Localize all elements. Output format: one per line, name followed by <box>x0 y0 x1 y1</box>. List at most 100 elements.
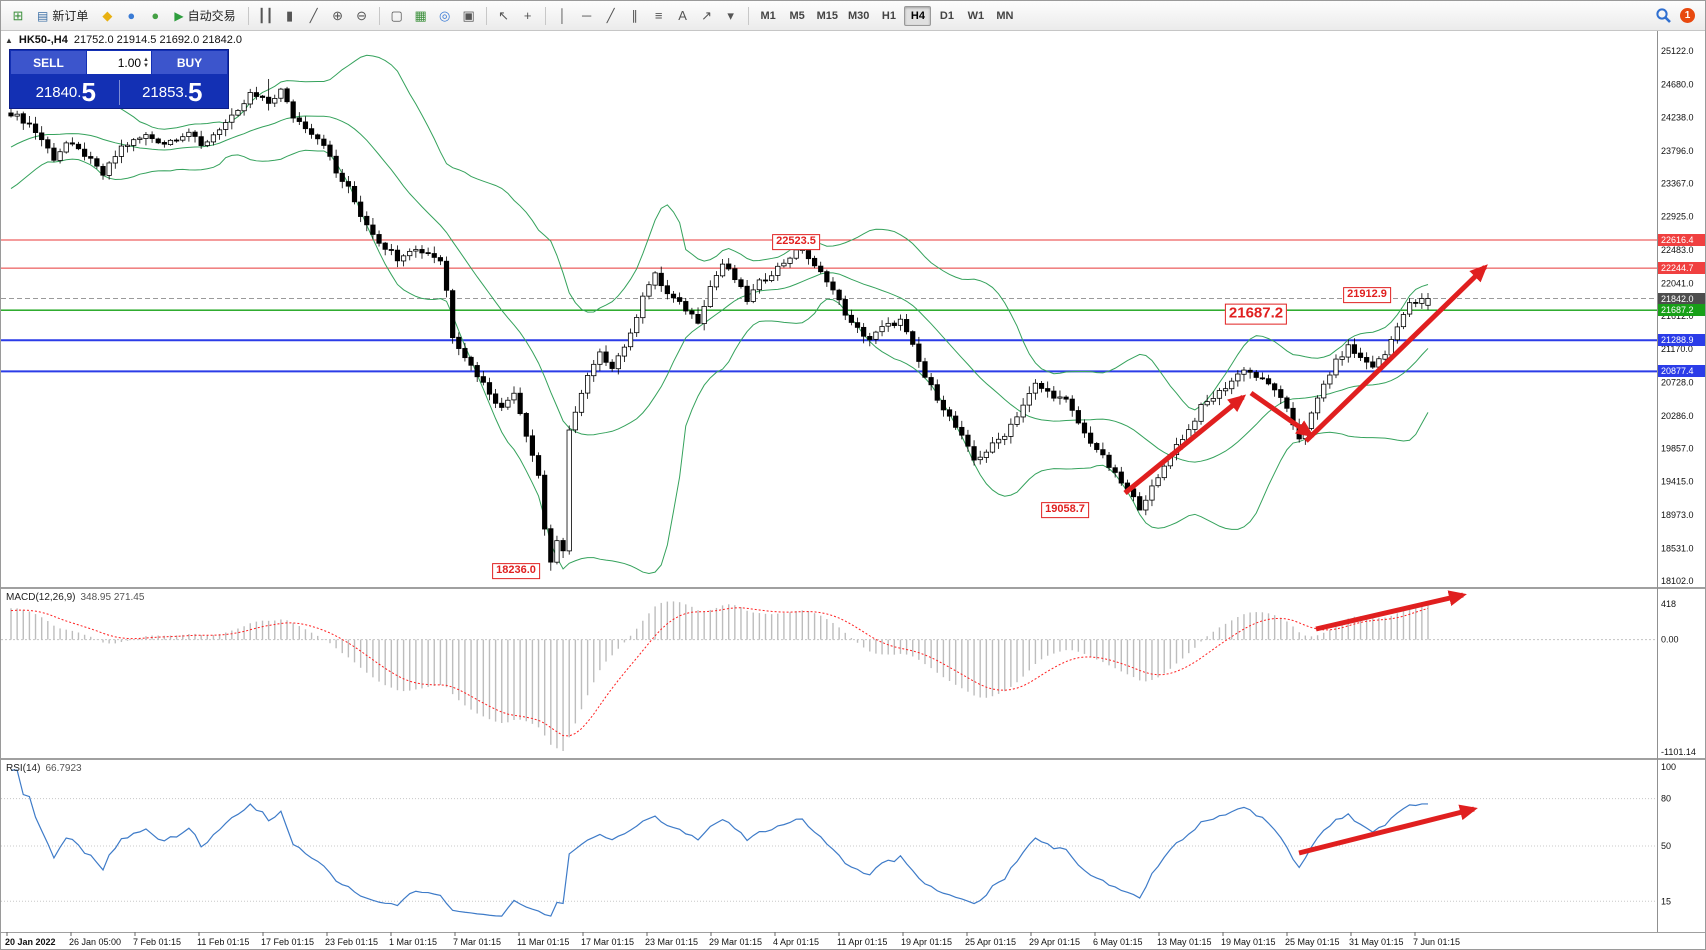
timeframe-m15[interactable]: M15 <box>816 9 839 22</box>
trend-arrow[interactable] <box>1304 264 1488 443</box>
timeframe-m5[interactable]: M5 <box>789 9 805 22</box>
volume-input[interactable] <box>97 55 142 70</box>
community-icon[interactable]: ● <box>144 5 166 27</box>
text-icon[interactable]: A <box>672 5 694 27</box>
vertical-line-icon[interactable]: │ <box>552 5 574 27</box>
bar-chart-type-icon: ┃┃ <box>257 7 274 23</box>
svg-text:17 Mar 01:15: 17 Mar 01:15 <box>581 937 634 947</box>
sell-price-main: 21840. <box>35 84 82 101</box>
timeframe-h4[interactable]: H4 <box>904 5 932 26</box>
price-annotation[interactable]: 21912.9 <box>1343 287 1391 303</box>
price-tag: 20877.4 <box>1658 365 1705 378</box>
vertical-line-icon: │ <box>558 8 567 23</box>
community-icon: ● <box>151 8 160 23</box>
text-icon: A <box>678 8 687 23</box>
buy-price[interactable]: 21853. 5 <box>118 77 226 107</box>
svg-text:24238.0: 24238.0 <box>1661 113 1694 123</box>
buy-price-pip: 5 <box>187 77 203 107</box>
timeframe-d1[interactable]: D1 <box>939 9 954 22</box>
svg-text:18973.0: 18973.0 <box>1661 510 1694 520</box>
crosshair-icon: + <box>523 8 532 23</box>
candlestick-series <box>8 78 1431 571</box>
bar-chart-type-icon[interactable]: ┃┃ <box>255 5 277 27</box>
price-tag: 21842.0 <box>1658 292 1705 305</box>
buy-price-main: 21853. <box>142 84 188 101</box>
trendline-icon: ╱ <box>606 7 615 23</box>
crosshair-icon[interactable]: + <box>517 5 539 27</box>
svg-text:25 May 01:15: 25 May 01:15 <box>1285 937 1340 947</box>
sell-button[interactable]: SELL <box>11 51 86 74</box>
auto-trading-button[interactable]: ▶ 自动交易 <box>168 5 241 27</box>
profile-icon[interactable]: ● <box>120 5 142 27</box>
sell-price-pip: 5 <box>81 77 96 107</box>
svg-text:1 Mar 01:15: 1 Mar 01:15 <box>389 937 437 947</box>
horizontal-line-icon[interactable]: ─ <box>576 5 598 27</box>
trend-arrow[interactable] <box>1298 804 1478 856</box>
svg-text:80: 80 <box>1661 794 1671 804</box>
new-chart-icon: ⊞ <box>12 7 24 23</box>
svg-text:31 May 01:15: 31 May 01:15 <box>1349 937 1404 947</box>
svg-text:25 Apr 01:15: 25 Apr 01:15 <box>965 937 1016 947</box>
macd-histogram <box>10 601 1429 751</box>
price-annotation[interactable]: 21687.2 <box>1224 303 1288 325</box>
snapshot-icon: ▣ <box>462 7 475 23</box>
auto-arrange-icon[interactable]: ▦ <box>410 5 432 27</box>
notification-badge[interactable]: 1 <box>1680 8 1695 23</box>
step-down-icon[interactable]: ▼ <box>143 62 149 69</box>
svg-text:-1101.14: -1101.14 <box>1661 747 1696 757</box>
svg-text:11 Mar 01:15: 11 Mar 01:15 <box>517 937 569 947</box>
price-annotation[interactable]: 18236.0 <box>492 563 540 579</box>
profile-icon: ● <box>127 8 136 23</box>
candlestick-type-icon[interactable]: ▮ <box>279 5 301 27</box>
svg-text:22041.0: 22041.0 <box>1661 278 1694 288</box>
trend-arrow[interactable] <box>1315 590 1467 632</box>
cursor-icon[interactable]: ↖ <box>493 5 515 27</box>
shapes-icon[interactable]: ↗ <box>696 5 718 27</box>
timeframe-h1[interactable]: H1 <box>881 9 896 22</box>
collapse-panel-icon[interactable]: ▲ <box>5 35 13 45</box>
trend-arrow[interactable] <box>1249 390 1315 438</box>
sell-price[interactable]: 21840. 5 <box>13 77 119 107</box>
svg-text:7 Feb 01:15: 7 Feb 01:15 <box>133 937 181 947</box>
svg-text:13 May 01:15: 13 May 01:15 <box>1157 937 1212 947</box>
rsi-label: RSI(14) 66.7923 <box>6 763 82 774</box>
snapshot-icon[interactable]: ▣ <box>458 5 480 27</box>
new-chart-icon[interactable]: ⊞ <box>7 5 29 27</box>
channel-icon[interactable]: ∥ <box>624 5 646 27</box>
navigator-icon[interactable]: ◎ <box>434 5 456 27</box>
timeframe-w1[interactable]: W1 <box>967 9 985 22</box>
svg-text:29 Apr 01:15: 29 Apr 01:15 <box>1029 937 1080 947</box>
button-label: 新订单 <box>52 9 89 23</box>
search-icon[interactable] <box>1655 7 1672 24</box>
svg-text:18102.0: 18102.0 <box>1661 576 1694 586</box>
zoom-in-icon[interactable]: ⊕ <box>327 5 349 27</box>
toolbar-separator <box>544 6 546 25</box>
fibonacci-icon[interactable]: ≡ <box>648 5 670 27</box>
new-order-button[interactable]: ▤ 新订单 <box>31 5 94 27</box>
zoom-out-icon[interactable]: ⊖ <box>351 5 373 27</box>
step-up-icon[interactable]: ▲ <box>143 56 149 63</box>
buy-button[interactable]: BUY <box>152 51 227 74</box>
dropdown-caret-icon[interactable]: ▾ <box>720 5 742 27</box>
deposit-icon[interactable]: ◆ <box>96 5 118 27</box>
deposit-icon: ◆ <box>102 7 113 23</box>
svg-text:17 Feb 01:15: 17 Feb 01:15 <box>261 937 314 947</box>
price-annotation[interactable]: 19058.7 <box>1041 502 1089 518</box>
price-annotation[interactable]: 22523.5 <box>772 234 820 250</box>
trendline-icon[interactable]: ╱ <box>600 5 622 27</box>
price-tag: 21687.2 <box>1658 304 1705 317</box>
timeframe-m30[interactable]: M30 <box>848 9 870 22</box>
svg-text:23 Feb 01:15: 23 Feb 01:15 <box>325 937 378 947</box>
channel-icon: ∥ <box>631 7 638 23</box>
timeframe-mn[interactable]: MN <box>996 9 1014 22</box>
svg-text:4 Apr 01:15: 4 Apr 01:15 <box>773 937 819 947</box>
line-chart-type-icon[interactable]: ╱ <box>303 5 325 27</box>
trend-arrow[interactable] <box>1123 394 1247 495</box>
tile-windows-icon[interactable]: ▢ <box>386 5 408 27</box>
svg-text:20 Jan 2022: 20 Jan 2022 <box>5 937 56 947</box>
svg-text:7 Mar 01:15: 7 Mar 01:15 <box>453 937 501 947</box>
svg-text:100: 100 <box>1661 762 1676 772</box>
timeframe-m1[interactable]: M1 <box>760 9 776 22</box>
volume-stepper[interactable]: ▲ ▼ <box>141 57 151 69</box>
line-chart-type-icon: ╱ <box>309 7 318 23</box>
